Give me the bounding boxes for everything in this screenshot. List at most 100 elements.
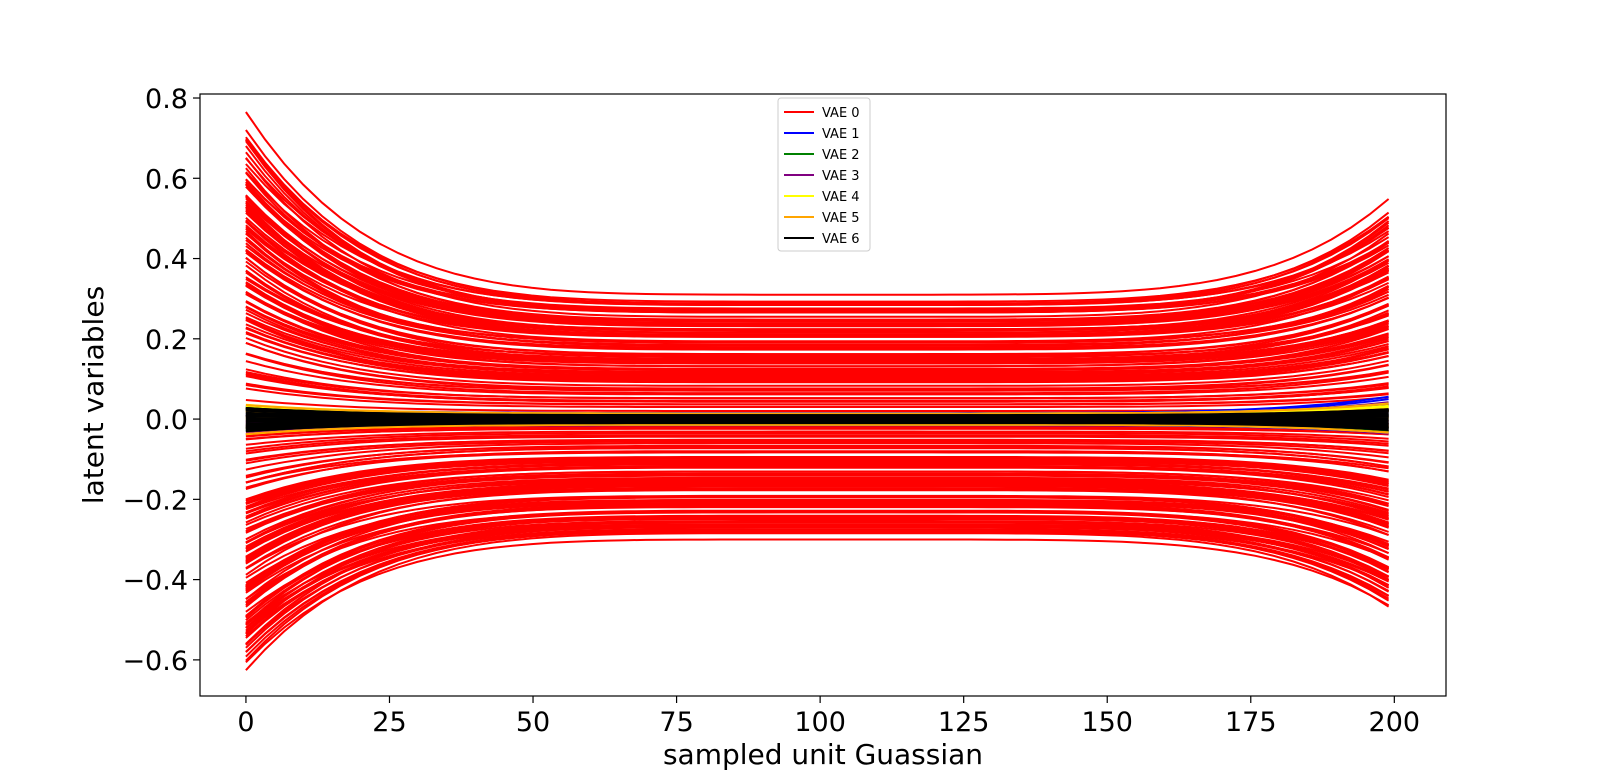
legend-item: VAE 2 xyxy=(784,148,860,163)
x-axis-label: sampled unit Guassian xyxy=(663,738,983,771)
series-line xyxy=(245,138,1390,303)
series-line xyxy=(245,360,1389,396)
series-line xyxy=(245,460,1389,505)
x-tick-label: 50 xyxy=(516,707,550,738)
series-line xyxy=(245,375,1389,403)
series-line xyxy=(245,172,1390,321)
series-line xyxy=(245,510,1389,600)
series-vae-6 xyxy=(245,407,1389,433)
series-line xyxy=(245,186,1390,322)
series-line xyxy=(245,427,1389,441)
x-tick-label: 25 xyxy=(372,707,406,738)
series-line xyxy=(245,465,1389,515)
legend-label: VAE 0 xyxy=(822,106,860,121)
series-line xyxy=(245,476,1389,544)
legend-label: VAE 4 xyxy=(822,190,860,205)
series-line xyxy=(245,257,1389,356)
series-line xyxy=(245,538,1390,664)
series-line xyxy=(245,472,1389,533)
series-line xyxy=(245,145,1390,314)
series-line xyxy=(245,423,1389,435)
series-line xyxy=(245,440,1389,465)
x-tick-label: 175 xyxy=(1225,707,1277,738)
series-line xyxy=(245,421,1389,431)
series-line xyxy=(245,451,1389,484)
y-tick-label: −0.4 xyxy=(122,566,188,597)
series-line xyxy=(245,317,1389,382)
y-tick-label: 0.6 xyxy=(145,164,188,195)
y-tick-label: −0.6 xyxy=(122,646,188,677)
series-line xyxy=(245,430,1389,446)
legend-item: VAE 0 xyxy=(784,106,860,121)
series-line xyxy=(245,501,1389,584)
x-tick-label: 200 xyxy=(1369,707,1421,738)
y-tick-label: −0.2 xyxy=(122,485,188,516)
y-tick-label: 0.2 xyxy=(145,325,188,356)
series-line xyxy=(245,462,1389,514)
legend-item: VAE 5 xyxy=(784,211,860,226)
series-line xyxy=(245,341,1389,390)
series-line xyxy=(245,506,1389,594)
series-line xyxy=(245,323,1389,379)
series-line xyxy=(245,524,1390,637)
x-tick-label: 100 xyxy=(794,707,846,738)
series-line xyxy=(245,415,1389,420)
series-line xyxy=(245,532,1390,671)
series-line xyxy=(245,219,1390,343)
series-line xyxy=(245,368,1389,400)
legend-label: VAE 3 xyxy=(822,169,860,184)
legend-label: VAE 1 xyxy=(822,127,860,142)
legend-item: VAE 6 xyxy=(784,232,860,247)
series-line xyxy=(245,484,1389,550)
legend-label: VAE 6 xyxy=(822,232,860,247)
series-line xyxy=(245,442,1389,471)
x-axis: 0 25 50 75 100 125 150 175 200 xyxy=(237,696,1420,738)
series-line xyxy=(245,136,1390,306)
plot-area xyxy=(245,111,1390,671)
series-line xyxy=(245,312,1389,373)
series-line xyxy=(245,481,1389,560)
series-line xyxy=(245,479,1389,548)
series-line xyxy=(245,434,1389,453)
series-line xyxy=(245,473,1389,544)
y-axis-label: latent variables xyxy=(77,286,110,504)
y-axis: 0.8 0.6 0.4 0.2 0.0 −0.2 −0.4 −0.6 xyxy=(122,84,200,677)
series-line xyxy=(245,459,1389,502)
series-line xyxy=(245,230,1390,347)
series-line xyxy=(245,337,1389,387)
series-line xyxy=(245,256,1390,359)
x-tick-label: 150 xyxy=(1081,707,1133,738)
series-line xyxy=(245,316,1389,375)
legend-item: VAE 3 xyxy=(784,169,860,184)
series-line xyxy=(245,407,1389,417)
series-line xyxy=(245,212,1390,332)
axes-frame xyxy=(199,93,1447,697)
series-line xyxy=(245,221,1390,338)
x-tick-label: 75 xyxy=(659,707,693,738)
series-line xyxy=(245,353,1389,395)
series-line xyxy=(245,518,1389,613)
series-line xyxy=(245,318,1389,377)
series-line xyxy=(245,530,1390,653)
series-line xyxy=(245,432,1389,450)
series-vae-0 xyxy=(245,111,1390,671)
series-line xyxy=(245,239,1390,344)
y-tick-label: 0.0 xyxy=(145,405,188,436)
x-tick-label: 0 xyxy=(237,707,254,738)
legend-item: VAE 1 xyxy=(784,127,860,142)
series-line xyxy=(245,435,1389,455)
series-line xyxy=(245,523,1390,632)
x-tick-label: 125 xyxy=(938,707,990,738)
series-line xyxy=(245,111,1390,296)
series-line xyxy=(245,290,1389,372)
legend-box xyxy=(777,97,871,252)
series-line xyxy=(245,528,1390,646)
series-line xyxy=(245,470,1389,526)
series-line xyxy=(245,251,1389,349)
series-line xyxy=(245,456,1389,501)
series-line xyxy=(245,384,1389,406)
series-line xyxy=(245,402,1389,415)
series-line xyxy=(245,292,1389,368)
legend-label: VAE 2 xyxy=(822,148,860,163)
